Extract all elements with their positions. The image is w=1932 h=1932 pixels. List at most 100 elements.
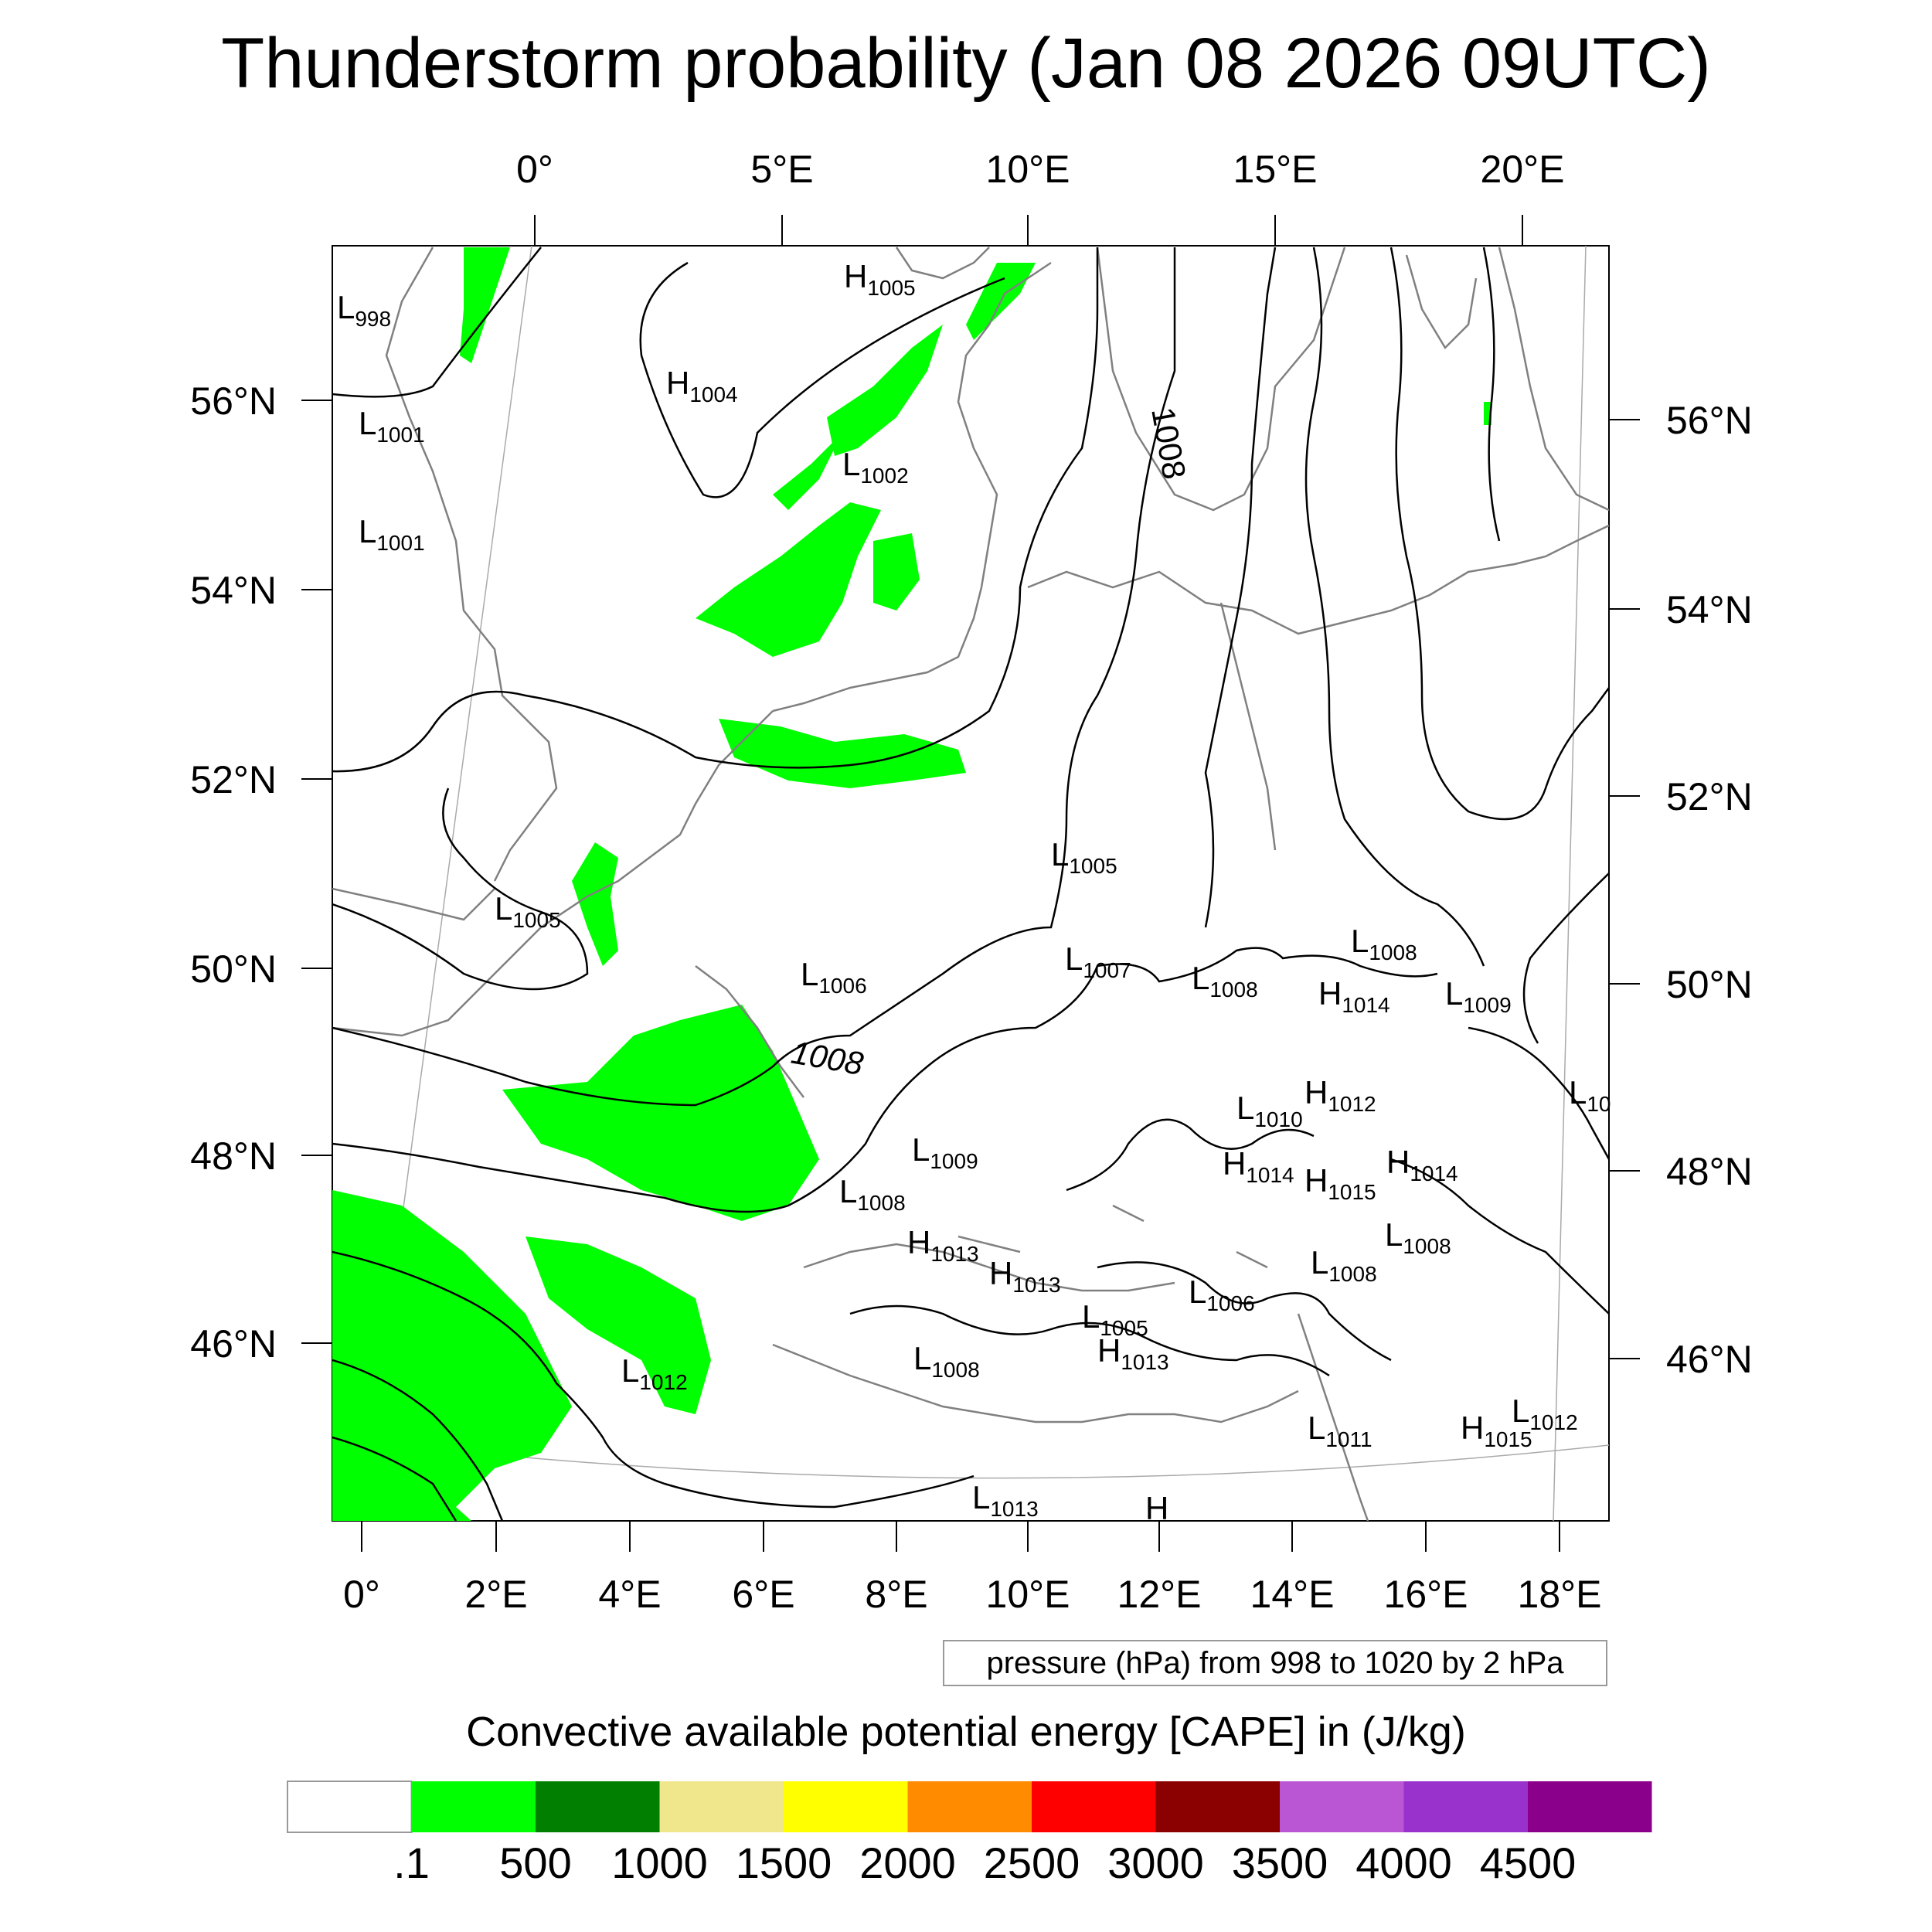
colorbar-labels: .1 500 1000 1500 2000 2500 3000 3500 4000 4500 xyxy=(393,1838,1576,1887)
isobar-1 xyxy=(332,247,542,398)
top-lon-label: 15°E xyxy=(1233,148,1318,191)
map-panel: 0° 5°E 10°E 15°E 20°E 0° 2°E 4°E 6°E 8°E… xyxy=(190,148,1752,1616)
colorbar-box xyxy=(287,1781,413,1833)
right-lat-label: 52°N xyxy=(1666,775,1753,818)
pressure-center-label: L1008 xyxy=(1385,1216,1451,1258)
cape-area-france-south xyxy=(526,1236,711,1414)
pressure-center-label: H1013 xyxy=(1097,1332,1169,1374)
pressure-center-label: L1010 xyxy=(1236,1090,1303,1131)
pressure-center-label: L1012 xyxy=(1512,1393,1578,1434)
cape-area-belgium xyxy=(572,842,618,966)
isobar-2 xyxy=(639,261,1005,498)
left-lat-label: 46°N xyxy=(190,1322,277,1366)
colorbar-box xyxy=(1280,1781,1404,1832)
cape-area-northsea-2 xyxy=(873,533,920,611)
coast-gb-east xyxy=(385,247,558,882)
bottom-lon-label: 6°E xyxy=(732,1573,794,1616)
bottom-lon-label: 16°E xyxy=(1384,1573,1468,1616)
colorbar-label: 2500 xyxy=(984,1838,1080,1887)
isobar-14 xyxy=(1097,1261,1392,1362)
top-lon-label: 0° xyxy=(516,148,553,191)
colorbar-box xyxy=(536,1781,660,1832)
coast-denmark xyxy=(957,261,1052,588)
pressure-center-label: H1013 xyxy=(989,1255,1061,1297)
coast-continent-west xyxy=(332,710,774,1037)
bottom-lon-label: 0° xyxy=(343,1573,380,1616)
coast-baltic-states xyxy=(1498,247,1609,512)
left-lat-label: 56°N xyxy=(190,379,277,423)
left-lat-labels: 56°N 54°N 52°N 50°N 48°N 46°N xyxy=(190,379,277,1366)
colorbar-box xyxy=(907,1781,1032,1832)
pressure-center-label: H1014 xyxy=(1223,1145,1294,1187)
isobar-9 xyxy=(1389,247,1609,821)
isobar-19 xyxy=(1522,872,1609,1044)
colorbar-box xyxy=(659,1781,784,1832)
pressure-center-label: L1002 xyxy=(842,446,909,488)
pressure-center-label: L1008 xyxy=(839,1173,906,1215)
bottom-lon-labels: 0° 2°E 4°E 6°E 8°E 10°E 12°E 14°E 16°E 1… xyxy=(343,1573,1601,1616)
cape-area-northsea-3 xyxy=(827,325,943,456)
top-lon-label: 5°E xyxy=(750,148,813,191)
cape-area-netherlands xyxy=(719,719,966,788)
coast-sweden xyxy=(1096,247,1346,512)
bottom-lon-label: 18°E xyxy=(1518,1573,1602,1616)
pressure-center-label: L1009 xyxy=(1445,975,1512,1017)
top-lon-label: 10°E xyxy=(986,148,1070,191)
right-lat-label: 50°N xyxy=(1666,963,1753,1006)
cape-area-france-central xyxy=(502,1005,819,1221)
cape-area-northsea-north xyxy=(773,433,842,510)
isobar-3 xyxy=(332,247,1099,773)
cape-area-southwest xyxy=(332,1190,572,1521)
coast-sweden-east xyxy=(1405,254,1478,350)
right-lat-label: 54°N xyxy=(1666,588,1753,631)
pressure-center-label: L1005 xyxy=(495,890,561,932)
bottom-lon-label: 12°E xyxy=(1117,1573,1202,1616)
pressure-center-label: L10 xyxy=(1569,1074,1611,1116)
cape-area-northsea xyxy=(696,502,881,657)
isobar-12 xyxy=(332,1359,504,1521)
right-lat-labels: 56°N 54°N 52°N 50°N 48°N 46°N xyxy=(1666,399,1753,1381)
bottom-lon-label: 10°E xyxy=(986,1573,1070,1616)
right-lat-label: 48°N xyxy=(1666,1150,1753,1193)
border-france-germany xyxy=(695,965,804,1098)
colorbar-label: 500 xyxy=(499,1838,571,1887)
pressure-center-label: H1013 xyxy=(907,1224,979,1266)
isobar-17 xyxy=(1390,1158,1609,1315)
left-lat-label: 52°N xyxy=(190,758,277,801)
pressure-center-label: L1005 xyxy=(1051,836,1117,878)
pressure-center-label: L1006 xyxy=(1189,1274,1255,1315)
map-title: Thunderstorm probability (Jan 08 2026 09… xyxy=(221,24,1711,103)
isobar-16 xyxy=(1066,1118,1315,1192)
colorbar-label: 4500 xyxy=(1480,1838,1577,1887)
coast-norway-tip xyxy=(895,247,990,280)
coast-baltic-south xyxy=(1027,524,1609,635)
top-lon-labels: 0° 5°E 10°E 15°E 20°E xyxy=(516,148,1564,191)
colorbar-title: Convective available potential energy [C… xyxy=(466,1709,1466,1755)
pressure-center-label: L1008 xyxy=(913,1340,980,1382)
colorbar-label: 1000 xyxy=(611,1838,708,1887)
colorbar-label: 2000 xyxy=(859,1838,956,1887)
right-lat-label: 46°N xyxy=(1666,1338,1753,1381)
isobar-7 xyxy=(1204,247,1277,928)
colorbar-box xyxy=(784,1781,908,1832)
isobar-10 xyxy=(1482,247,1501,542)
pressure-center-label: L1012 xyxy=(621,1352,688,1394)
pressure-center-label: L1009 xyxy=(912,1131,978,1173)
colorbar-box xyxy=(1403,1781,1528,1832)
pressure-center-label: H1014 xyxy=(1318,975,1390,1017)
pressure-center-label: H1012 xyxy=(1304,1074,1376,1116)
pressure-center-label: L1001 xyxy=(359,513,425,555)
pressure-center-label: L1008 xyxy=(1311,1244,1377,1286)
pressure-center-label: L1007 xyxy=(1065,940,1131,982)
colorbar-box xyxy=(1032,1781,1156,1832)
left-lat-label: 50°N xyxy=(190,947,277,991)
pressure-center-label: H1014 xyxy=(1386,1144,1458,1185)
colorbar-box xyxy=(411,1781,536,1832)
pressure-center-label: H1004 xyxy=(666,365,738,406)
isobar-6 xyxy=(332,947,1438,1213)
right-lat-label: 56°N xyxy=(1666,399,1753,442)
pressure-note: pressure (hPa) from 998 to 1020 by 2 hPa xyxy=(943,1640,1607,1686)
pressure-center-label: H1015 xyxy=(1461,1410,1532,1451)
pressure-center-label: L1001 xyxy=(359,405,425,447)
